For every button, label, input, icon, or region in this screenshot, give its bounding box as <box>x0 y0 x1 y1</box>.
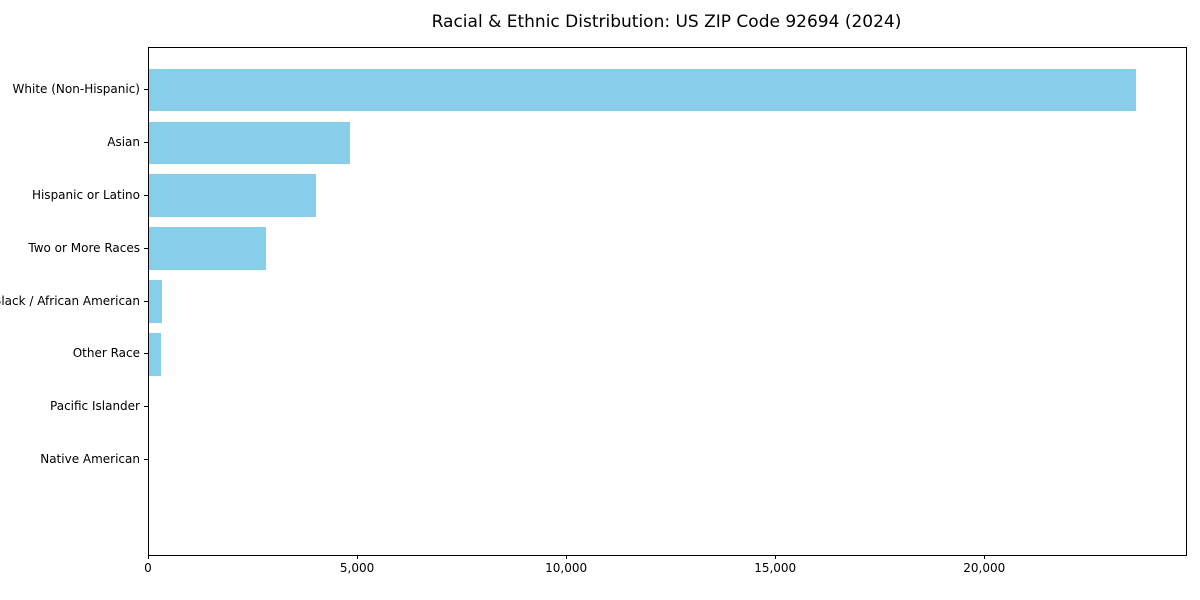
x-tick-label: 0 <box>144 561 152 575</box>
y-tick-mark <box>144 301 148 302</box>
y-tick-label: Other Race <box>72 346 140 361</box>
y-tick-mark <box>144 89 148 90</box>
bar-black-african-american <box>149 280 162 323</box>
x-tick-label: 10,000 <box>545 561 588 575</box>
x-tick-label: 5,000 <box>339 561 375 575</box>
y-tick-label: Native American <box>40 452 140 467</box>
y-tick-label: Black / African American <box>0 293 140 308</box>
chart-title: Racial & Ethnic Distribution: US ZIP Cod… <box>431 12 902 32</box>
y-tick-label: Hispanic or Latino <box>31 187 140 202</box>
y-tick-label: Pacific Islander <box>50 399 140 414</box>
y-tick-label: Asian <box>107 134 140 149</box>
x-tick-label: 20,000 <box>963 561 1006 575</box>
x-tick-mark <box>566 555 567 559</box>
bar-asian <box>149 121 350 164</box>
y-tick-label: Two or More Races <box>28 240 140 255</box>
x-tick-label: 15,000 <box>754 561 797 575</box>
x-tick-mark <box>357 555 358 559</box>
plot-area <box>148 47 1187 556</box>
bar-two-or-more-races <box>149 227 267 270</box>
x-tick-mark <box>148 555 149 559</box>
bar-other-race <box>149 333 162 376</box>
y-tick-label: White (Non-Hispanic) <box>12 81 140 96</box>
y-tick-mark <box>144 195 148 196</box>
y-tick-mark <box>144 459 148 460</box>
bar-hispanic-or-latino <box>149 174 317 217</box>
y-tick-mark <box>144 406 148 407</box>
x-tick-mark <box>984 555 985 559</box>
x-tick-mark <box>775 555 776 559</box>
y-tick-mark <box>144 353 148 354</box>
y-tick-mark <box>144 248 148 249</box>
y-tick-mark <box>144 142 148 143</box>
bar-white-non-hispanic <box>149 68 1136 111</box>
